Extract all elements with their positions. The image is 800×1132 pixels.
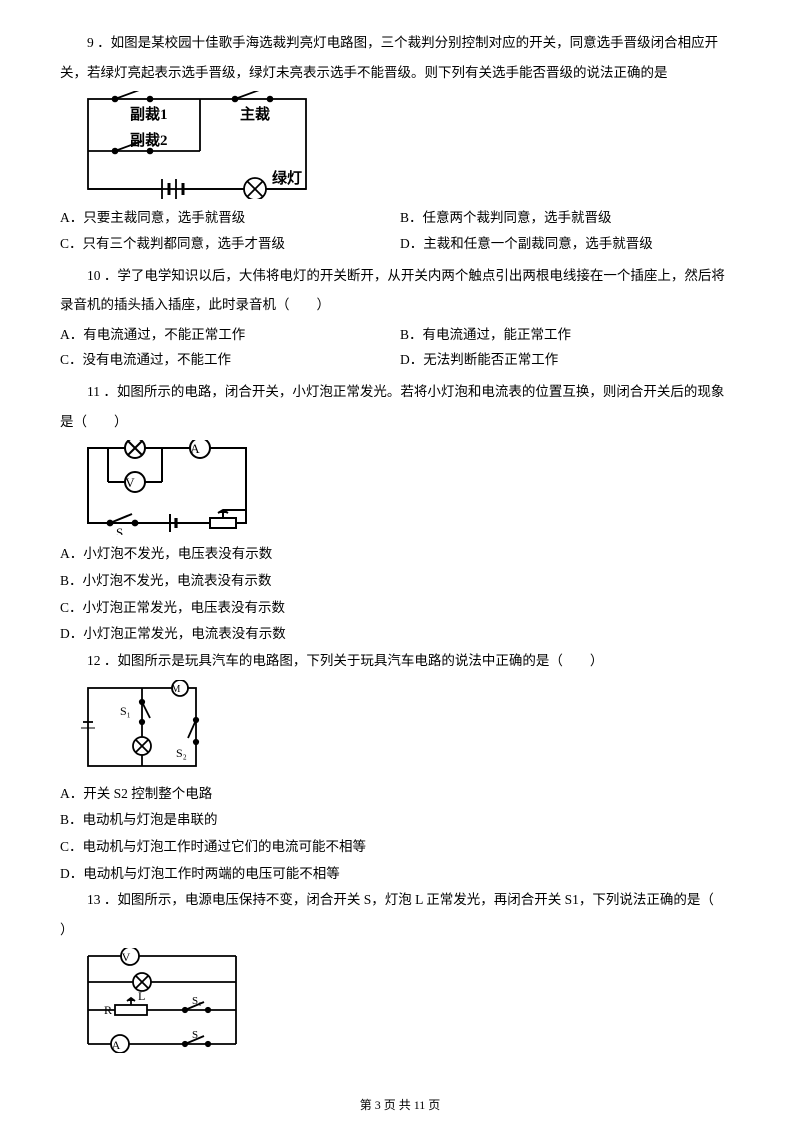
q11-optB: B．小灯泡不发光，电流表没有示数: [60, 568, 740, 594]
q12-intro: 12 ．如图所示是玩具汽车的电路图，下列关于玩具汽车电路的说法中正确的是（ ）: [60, 648, 740, 674]
svg-text:S₂: S₂: [176, 746, 187, 760]
svg-text:副裁1: 副裁1: [130, 105, 168, 123]
svg-text:V: V: [122, 950, 131, 964]
q10-cont: 录音机的插头插入插座，此时录音机（ ）: [60, 292, 740, 318]
svg-text:R: R: [104, 1003, 112, 1017]
q11-options: A．小灯泡不发光，电压表没有示数 B．小灯泡不发光，电流表没有示数 C．小灯泡正…: [60, 541, 740, 647]
q10-intro: 10 ．学了电学知识以后，大伟将电灯的开关断开，从开关内两个触点引出两根电线接在…: [60, 263, 740, 289]
svg-text:V: V: [125, 475, 135, 490]
q11-optD: D．小灯泡正常发光，电流表没有示数: [60, 621, 740, 647]
svg-text:S: S: [192, 1029, 198, 1041]
svg-text:S: S: [116, 525, 123, 535]
q11-circuit-diagram: A V S: [80, 440, 255, 535]
svg-text:L: L: [138, 989, 145, 1003]
q9-options: A．只要主裁同意，选手就晋级 B．任意两个裁判同意，选手就晋级 C．只有三个裁判…: [60, 205, 740, 256]
q13-circuit-diagram: V L R S₁ A S: [80, 948, 245, 1053]
q11-optA: A．小灯泡不发光，电压表没有示数: [60, 541, 740, 567]
q12-options: A．开关 S2 控制整个电路 B．电动机与灯泡是串联的 C．电动机与灯泡工作时通…: [60, 781, 740, 887]
q9-optC: C．只有三个裁判都同意，选手才晋级: [60, 231, 400, 257]
svg-text:A: A: [112, 1038, 121, 1052]
q11-block: 11 ．如图所示的电路，闭合开关，小灯泡正常发光。若将小灯泡和电流表的位置互换，…: [60, 379, 740, 647]
svg-text:A: A: [190, 441, 200, 456]
q11-cont: 是（ ）: [60, 409, 740, 435]
svg-text:绿灯: 绿灯: [272, 169, 302, 187]
q10-optA: A．有电流通过，不能正常工作: [60, 322, 400, 348]
q12-block: 12 ．如图所示是玩具汽车的电路图，下列关于玩具汽车电路的说法中正确的是（ ） …: [60, 648, 740, 886]
q12-optC: C．电动机与灯泡工作时通过它们的电流可能不相等: [60, 834, 740, 860]
q9-block: 9 ．如图是某校园十佳歌手海选裁判亮灯电路图，三个裁判分别控制对应的开关，同意选…: [60, 30, 740, 257]
q9-cont: 关，若绿灯亮起表示选手晋级，绿灯未亮表示选手不能晋级。则下列有关选手能否晋级的说…: [60, 60, 740, 86]
q13-cont: ）: [60, 917, 740, 943]
q10-optB: B．有电流通过，能正常工作: [400, 322, 740, 348]
q9-optD: D．主裁和任意一个副裁同意，选手就晋级: [400, 231, 740, 257]
svg-text:S₁: S₁: [120, 704, 131, 718]
q11-intro: 11 ．如图所示的电路，闭合开关，小灯泡正常发光。若将小灯泡和电流表的位置互换，…: [60, 379, 740, 405]
q10-block: 10 ．学了电学知识以后，大伟将电灯的开关断开，从开关内两个触点引出两根电线接在…: [60, 263, 740, 374]
q9-optB: B．任意两个裁判同意，选手就晋级: [400, 205, 740, 231]
svg-text:副裁2: 副裁2: [130, 131, 168, 149]
q12-optD: D．电动机与灯泡工作时两端的电压可能不相等: [60, 861, 740, 887]
q9-intro: 9 ．如图是某校园十佳歌手海选裁判亮灯电路图，三个裁判分别控制对应的开关，同意选…: [60, 30, 740, 56]
q9-circuit-diagram: 副裁1 副裁2 主裁 绿灯: [80, 91, 315, 199]
q12-circuit-diagram: S₁ S₂ M: [80, 680, 205, 775]
q13-block: 13 ．如图所示，电源电压保持不变，闭合开关 S，灯泡 L 正常发光，再闭合开关…: [60, 887, 740, 1053]
q9-optA: A．只要主裁同意，选手就晋级: [60, 205, 400, 231]
q10-options: A．有电流通过，不能正常工作 B．有电流通过，能正常工作 C．没有电流通过，不能…: [60, 322, 740, 373]
q13-intro: 13 ．如图所示，电源电压保持不变，闭合开关 S，灯泡 L 正常发光，再闭合开关…: [60, 887, 740, 913]
svg-text:M: M: [172, 684, 181, 695]
svg-text:主裁: 主裁: [240, 105, 270, 123]
q11-optC: C．小灯泡正常发光，电压表没有示数: [60, 595, 740, 621]
q12-optA: A．开关 S2 控制整个电路: [60, 781, 740, 807]
q12-optB: B．电动机与灯泡是串联的: [60, 807, 740, 833]
q10-optC: C．没有电流通过，不能工作: [60, 347, 400, 373]
q10-optD: D．无法判断能否正常工作: [400, 347, 740, 373]
svg-text:S₁: S₁: [192, 995, 202, 1007]
page-footer: 第 3 页 共 11 页: [0, 1094, 800, 1117]
